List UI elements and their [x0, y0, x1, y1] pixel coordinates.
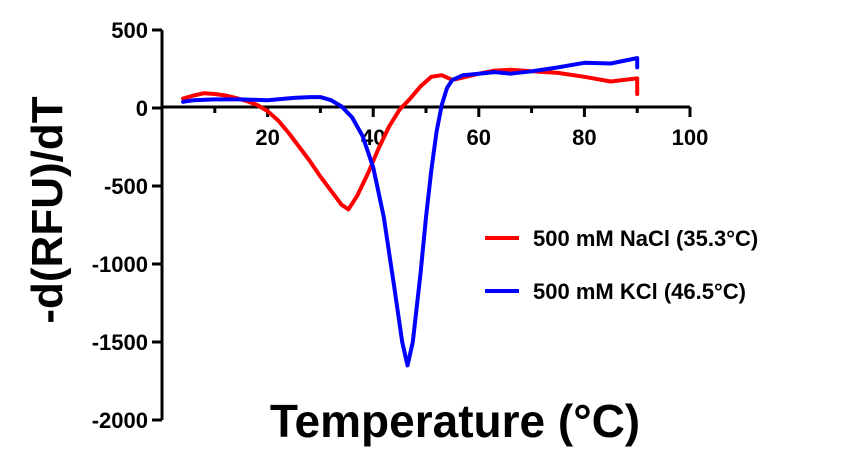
x-tick-label: 20 [255, 125, 279, 150]
x-tick-label: 60 [467, 125, 491, 150]
y-axis-title: -d(RFU)/dT [23, 96, 72, 323]
y-tick-label: -500 [104, 174, 148, 199]
series-line-kcl [181, 56, 640, 368]
x-tick-label: 100 [672, 125, 709, 150]
legend: 500 mM NaCl (35.3°C) 500 mM KCl (46.5°C) [485, 226, 758, 304]
y-tick-label: -1500 [92, 330, 148, 355]
series-line-nacl [181, 67, 640, 212]
y-tick-label: 0 [136, 96, 148, 121]
y-tick-label: 500 [111, 18, 148, 43]
legend-label: 500 mM KCl (46.5°C) [533, 279, 746, 304]
y-axis: 500 0 -500 -1000 -1500 -2000 [92, 18, 164, 433]
x-axis-title: Temperature (°C) [270, 395, 640, 447]
series-layer [181, 56, 640, 368]
x-tick-label: 80 [572, 125, 596, 150]
y-tick-label: -2000 [92, 408, 148, 433]
y-tick-label: -1000 [92, 252, 148, 277]
legend-label: 500 mM NaCl (35.3°C) [533, 226, 758, 251]
